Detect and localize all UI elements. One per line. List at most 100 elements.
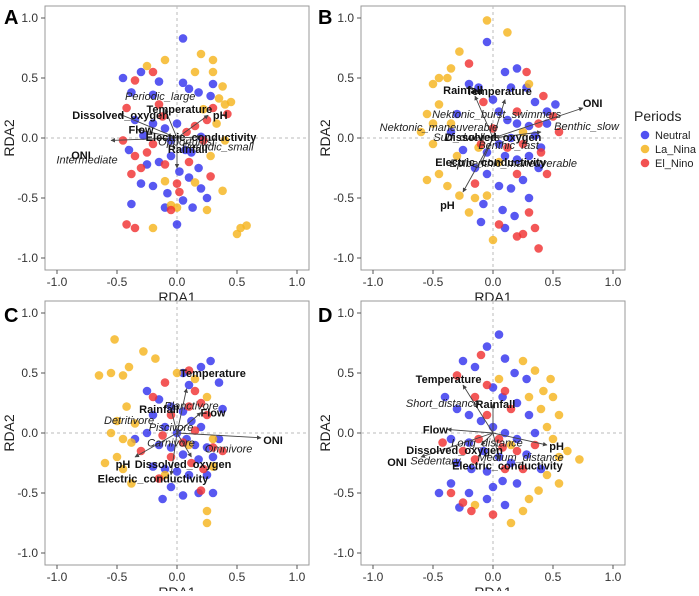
- point-el_nino: [166, 205, 176, 215]
- env-vector-arrow: [169, 408, 178, 434]
- point-neutral: [194, 88, 203, 97]
- env-vector-label: Rainfall: [168, 144, 208, 156]
- env-vector-label: Dissolved_oxygen: [72, 110, 169, 122]
- point-neutral: [206, 356, 215, 366]
- env-vector-label: Temperature: [416, 374, 482, 386]
- point-la_nina: [416, 127, 426, 137]
- env-vector-arrow: [164, 108, 178, 139]
- point-neutral: [476, 416, 486, 426]
- y-tick-label: -1.0: [17, 251, 38, 265]
- point-neutral: [160, 124, 170, 133]
- y-axis-label: RDA2: [1, 414, 17, 452]
- env-vector-arrow: [492, 107, 584, 139]
- point-neutral: [184, 470, 194, 480]
- point-el_nino: [130, 76, 140, 85]
- y-tick-label: -0.5: [333, 486, 354, 500]
- species-label: Detritivore: [104, 415, 154, 427]
- point-neutral: [506, 458, 516, 468]
- x-tick-label: -1.0: [47, 275, 68, 289]
- point-neutral: [214, 378, 224, 387]
- point-el_nino: [458, 498, 468, 507]
- species-label: Intermediate: [56, 155, 117, 167]
- point-la_nina: [422, 175, 432, 185]
- point-la_nina: [554, 479, 564, 488]
- species-label: Opportunist: [158, 137, 216, 149]
- point-el_nino: [130, 151, 140, 161]
- point-neutral: [452, 458, 462, 468]
- point-el_nino: [130, 223, 140, 233]
- env-vector-label: Flow: [128, 125, 153, 137]
- env-vector-label: ONI: [71, 150, 91, 162]
- species-label: Benthic_slow: [554, 121, 620, 133]
- y-tick-label: -0.5: [17, 191, 38, 205]
- point-neutral: [452, 109, 462, 119]
- point-la_nina: [118, 434, 128, 444]
- point-la_nina: [534, 486, 543, 495]
- point-neutral: [178, 491, 188, 500]
- point-la_nina: [127, 479, 136, 488]
- point-neutral: [187, 148, 196, 157]
- point-el_nino: [494, 220, 504, 229]
- point-neutral: [467, 464, 476, 474]
- point-el_nino: [175, 187, 184, 197]
- point-la_nina: [494, 157, 504, 167]
- env-vector-label: Temperature: [180, 368, 246, 380]
- legend-swatch: [640, 130, 650, 140]
- env-vector-label: Electric_conductivity: [146, 132, 258, 144]
- point-la_nina: [218, 186, 227, 196]
- legend-entry-label: El_Nino: [655, 158, 694, 170]
- y-tick-label: 0.5: [337, 71, 354, 85]
- point-el_nino: [158, 112, 167, 121]
- point-la_nina: [148, 223, 158, 233]
- point-neutral: [482, 169, 492, 179]
- point-el_nino: [458, 446, 468, 456]
- point-neutral: [178, 196, 188, 205]
- point-neutral: [488, 95, 498, 104]
- x-tick-label: -0.5: [423, 275, 444, 289]
- env-vector-label: Electric_conductivity: [435, 157, 547, 169]
- point-neutral: [530, 97, 540, 107]
- point-neutral: [476, 217, 486, 227]
- point-la_nina: [172, 368, 182, 378]
- point-el_nino: [122, 220, 131, 229]
- point-neutral: [175, 167, 184, 176]
- point-la_nina: [524, 392, 534, 402]
- species-label: Piscivore: [149, 422, 194, 434]
- point-neutral: [136, 67, 146, 77]
- panel-C: C -1.0 -0.5 0.0 0.5 1.0 -1.0 -0.5 0.0 0.5 1.0 RDA1 R…: [1, 300, 310, 596]
- point-neutral: [500, 354, 510, 363]
- env-vector-label: pH: [440, 200, 455, 212]
- point-el_nino: [154, 474, 164, 483]
- point-el_nino: [202, 115, 212, 125]
- point-neutral: [494, 330, 504, 339]
- point-la_nina: [190, 374, 200, 384]
- point-el_nino: [539, 91, 548, 101]
- point-neutral: [494, 107, 504, 116]
- y-axis-label: RDA2: [317, 119, 333, 157]
- point-el_nino: [196, 486, 206, 495]
- point-la_nina: [464, 208, 474, 217]
- x-tick-label: 0.0: [169, 275, 186, 289]
- point-la_nina: [494, 374, 504, 384]
- point-la_nina: [139, 347, 148, 356]
- point-neutral: [479, 446, 488, 456]
- point-neutral: [142, 386, 152, 396]
- point-el_nino: [518, 464, 528, 474]
- point-neutral: [464, 488, 474, 498]
- point-neutral: [512, 64, 522, 73]
- species-label: Benthic_fast: [478, 140, 539, 152]
- point-neutral: [202, 443, 212, 452]
- point-la_nina: [536, 404, 546, 414]
- point-la_nina: [518, 356, 528, 366]
- x-tick-label: 0.0: [485, 570, 502, 584]
- y-tick-label: 0.0: [21, 426, 38, 440]
- env-vector-arrow: [176, 388, 188, 434]
- point-neutral: [510, 368, 519, 378]
- point-neutral: [464, 79, 474, 89]
- point-la_nina: [422, 109, 432, 119]
- panel-B: B-1.0 -0.5 0.0 0.5 1.0-1.0-0.50.00.51.0RDA1R…: [317, 5, 626, 305]
- point-neutral: [494, 181, 504, 191]
- x-tick-label: 0.5: [545, 570, 562, 584]
- y-tick-label: -1.0: [333, 251, 354, 265]
